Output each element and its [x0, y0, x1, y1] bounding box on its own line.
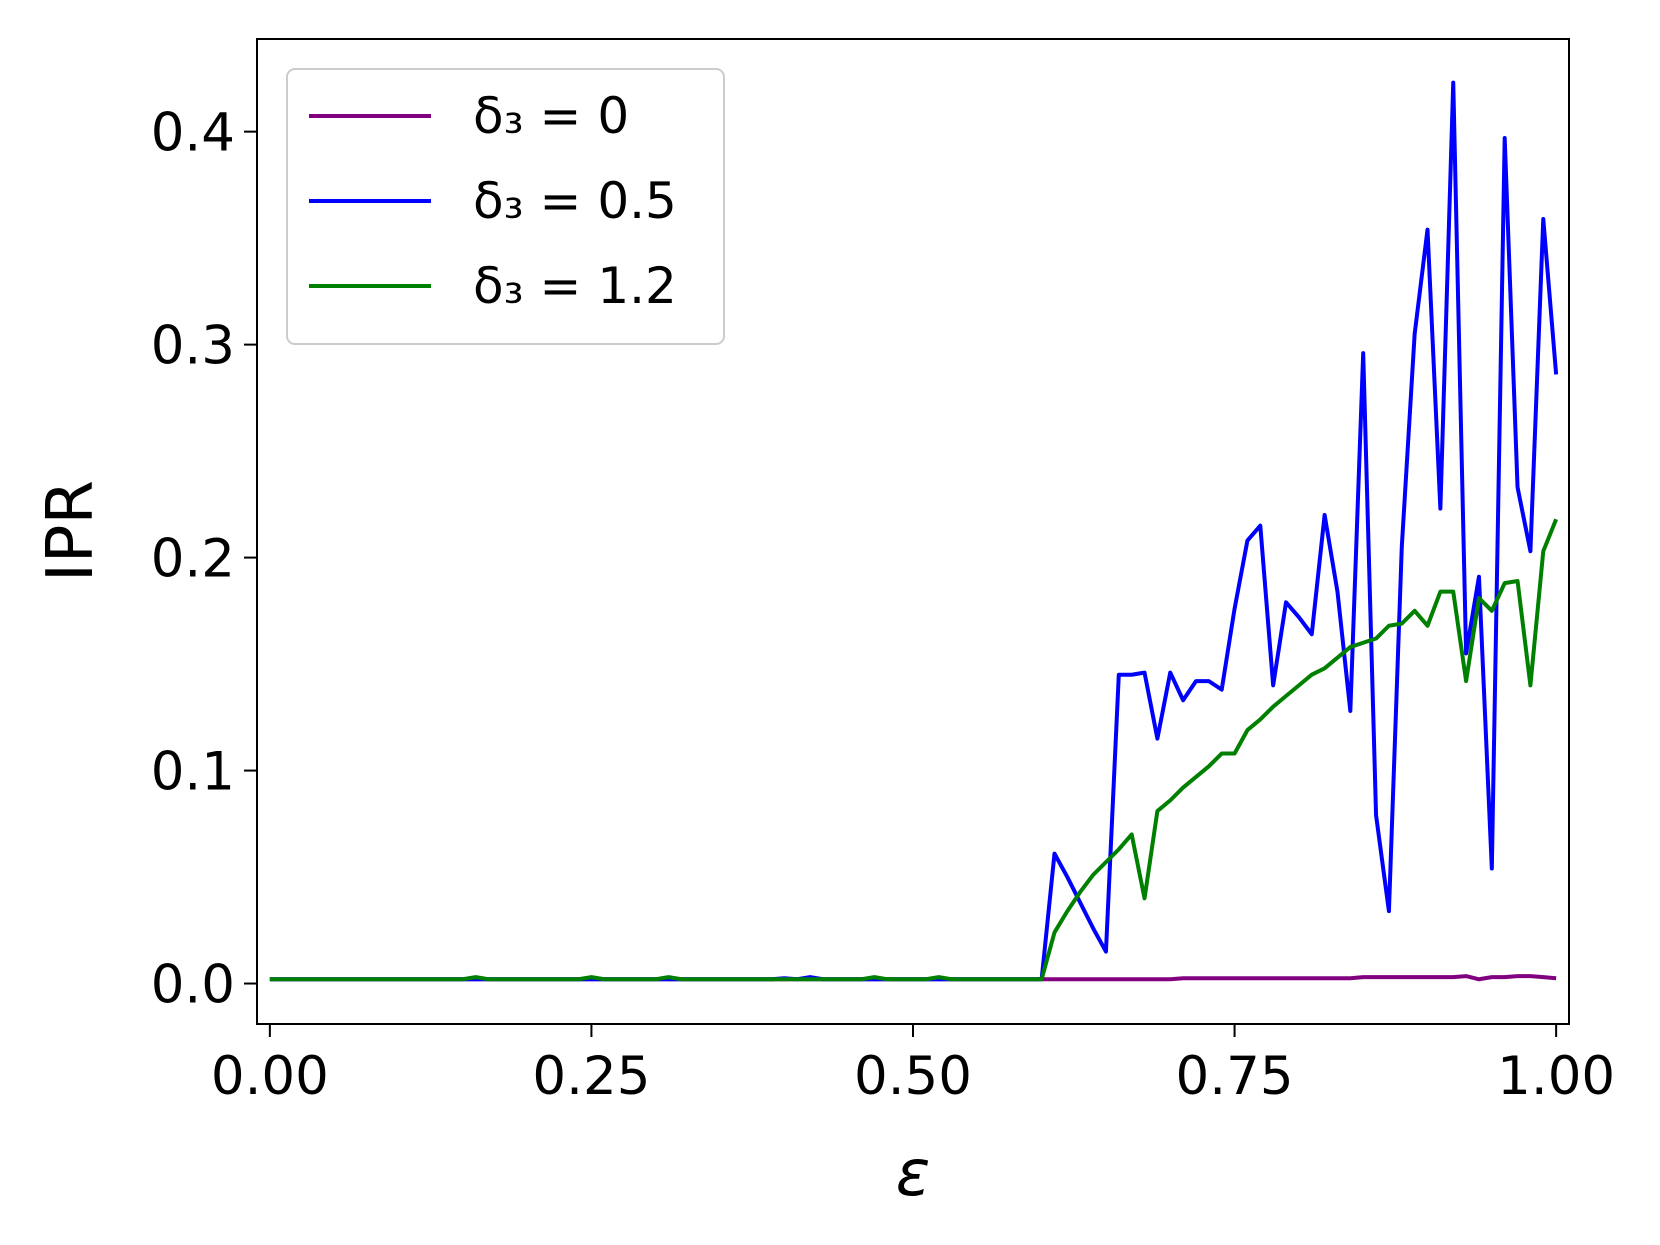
y-tick-label: 0.3 — [151, 316, 235, 377]
x-tick-label: 0.25 — [532, 1046, 650, 1107]
x-tick-label: 0.00 — [211, 1046, 329, 1107]
y-axis-label: IPR — [34, 480, 108, 582]
y-tick-label: 0.0 — [151, 955, 235, 1016]
legend-label: δ₃ = 0.5 — [473, 172, 677, 230]
x-tick-label: 0.50 — [854, 1046, 972, 1107]
legend: δ₃ = 0 δ₃ = 0.5 δ₃ = 1.2 — [286, 68, 725, 345]
x-tick-label: 0.75 — [1176, 1046, 1294, 1107]
data-line — [269, 518, 1558, 982]
legend-frame — [286, 68, 725, 345]
x-tick-label: 1.00 — [1497, 1046, 1615, 1107]
y-tick-label: 0.4 — [151, 103, 235, 164]
y-tick-label: 0.2 — [151, 529, 235, 590]
x-axis-label: ε — [896, 1137, 931, 1211]
legend-label: δ₃ = 1.2 — [473, 257, 677, 315]
y-tick-label: 0.1 — [151, 742, 235, 803]
legend-label: δ₃ = 0 — [473, 87, 629, 145]
